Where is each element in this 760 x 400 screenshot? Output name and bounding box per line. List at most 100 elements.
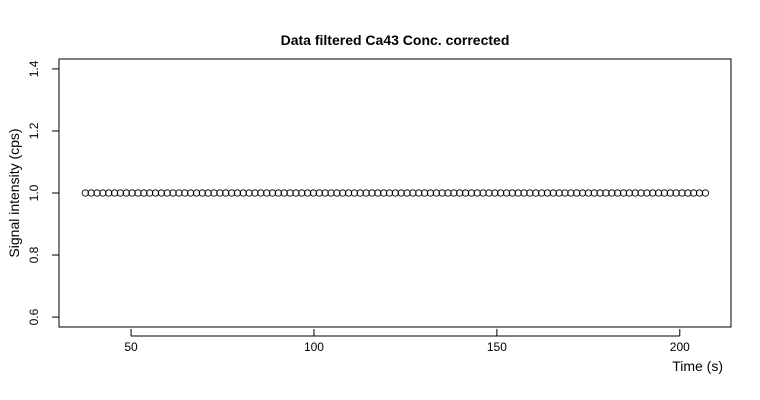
data-point	[578, 189, 587, 197]
data-point	[444, 189, 452, 197]
data-point	[122, 189, 130, 197]
data-point	[573, 189, 581, 197]
data-point	[631, 189, 639, 197]
data-point	[339, 189, 347, 197]
data-point	[169, 189, 177, 197]
y-tick-label: 1.0	[27, 184, 41, 201]
data-point	[456, 189, 464, 197]
data-point	[251, 189, 259, 197]
data-point	[280, 189, 288, 197]
x-axis: 50 100 150 200	[124, 329, 690, 354]
data-point	[690, 189, 698, 197]
data-point	[666, 189, 674, 197]
data-point	[502, 189, 511, 197]
data-point	[543, 189, 552, 197]
data-point	[105, 189, 113, 197]
data-point	[380, 189, 388, 197]
data-point	[93, 189, 101, 197]
data-point	[157, 189, 166, 197]
data-point	[643, 189, 651, 197]
data-point	[327, 189, 335, 197]
data-point	[151, 189, 160, 197]
data-point	[479, 189, 487, 197]
data-point	[420, 189, 429, 197]
data-point	[514, 189, 522, 197]
data-point	[561, 189, 569, 197]
y-axis-label: Signal intensity (cps)	[6, 128, 22, 257]
data-point	[590, 189, 598, 197]
data-point	[263, 189, 271, 197]
data-point	[268, 189, 277, 197]
data-point	[391, 189, 400, 197]
chart-title: Data filtered Ca43 Conc. corrected	[281, 32, 510, 48]
data-point	[415, 189, 423, 197]
data-point	[175, 189, 183, 197]
data-point	[654, 189, 663, 197]
data-point	[649, 189, 657, 197]
y-tick-label: 1.2	[27, 122, 41, 139]
data-point	[602, 189, 610, 197]
data-point	[333, 189, 341, 197]
data-point	[344, 189, 353, 197]
y-tick-label: 0.6	[27, 308, 41, 325]
data-point	[467, 189, 476, 197]
data-point	[163, 189, 171, 197]
data-point	[116, 189, 125, 197]
x-axis-label: Time (s)	[672, 358, 723, 374]
data-point	[222, 189, 230, 197]
data-point	[216, 189, 224, 197]
data-point	[537, 189, 546, 197]
data-point	[596, 189, 604, 197]
data-point	[385, 189, 394, 197]
data-point	[87, 189, 95, 197]
x-tick-label: 50	[124, 340, 138, 354]
data-point	[567, 189, 575, 197]
data-point	[625, 189, 633, 197]
data-point	[315, 189, 323, 197]
data-point	[403, 189, 411, 197]
data-point	[526, 189, 534, 197]
data-point	[374, 189, 382, 197]
data-point	[438, 189, 446, 197]
x-tick-label: 150	[487, 340, 507, 354]
data-point	[532, 189, 540, 197]
y-tick-label: 1.4	[27, 60, 41, 77]
data-point	[181, 189, 189, 197]
data-point	[368, 189, 376, 197]
y-axis: 0.6 0.8 1.0 1.2 1.4	[27, 60, 60, 325]
data-point	[450, 189, 458, 197]
data-point	[520, 189, 528, 197]
data-point	[555, 189, 563, 197]
data-point	[672, 189, 680, 197]
data-point	[146, 189, 154, 197]
data-point	[233, 189, 242, 197]
data-point	[298, 189, 306, 197]
data-point	[286, 189, 294, 197]
data-point	[204, 189, 212, 197]
data-point	[99, 189, 107, 197]
data-point	[432, 189, 440, 197]
data-point	[81, 189, 89, 197]
data-point	[198, 189, 206, 197]
data-point	[473, 189, 481, 197]
data-point	[128, 189, 136, 197]
data-point	[508, 189, 517, 197]
data-point	[140, 189, 148, 197]
data-point	[274, 189, 283, 197]
data-point	[292, 189, 300, 197]
data-point	[695, 189, 704, 197]
x-tick-label: 100	[304, 340, 324, 354]
data-point	[356, 189, 364, 197]
data-point	[350, 189, 359, 197]
data-point	[426, 189, 435, 197]
data-point	[362, 189, 370, 197]
data-point	[303, 189, 312, 197]
data-point	[192, 189, 201, 197]
data-point	[660, 189, 669, 197]
data-point	[257, 189, 265, 197]
data-point	[619, 189, 628, 197]
data-point	[678, 189, 686, 197]
data-point	[684, 189, 692, 197]
data-point	[210, 189, 218, 197]
